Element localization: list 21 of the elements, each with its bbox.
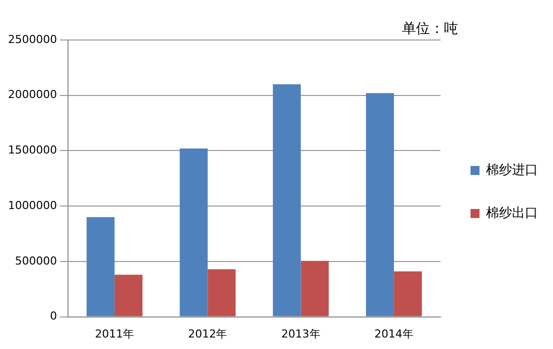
y-tick-label: 1500000 xyxy=(8,144,57,157)
text: 单位：吨 xyxy=(402,20,458,38)
legend-label: 棉纱进口 xyxy=(486,162,538,178)
y-tick-label: 2500000 xyxy=(8,32,57,46)
bar xyxy=(366,93,394,316)
y-tick-label: 0 xyxy=(50,310,57,323)
x-tick-label: 2014年 xyxy=(374,327,414,340)
bar xyxy=(208,269,236,316)
bar xyxy=(272,84,301,316)
bar xyxy=(114,274,142,316)
y-tick-label: 500000 xyxy=(14,254,57,268)
x-tick-label: 2011年 xyxy=(95,327,134,340)
bar xyxy=(394,271,422,316)
bar xyxy=(300,260,329,316)
bar xyxy=(86,217,115,316)
x-tick-label: 2013年 xyxy=(281,327,320,340)
y-tick-label: 1000000 xyxy=(8,198,57,212)
x-tick-label: 2012年 xyxy=(188,327,228,340)
legend-label: 棉纱出口 xyxy=(486,206,538,221)
bar xyxy=(180,148,208,316)
y-tick-label: 2000000 xyxy=(8,88,57,102)
